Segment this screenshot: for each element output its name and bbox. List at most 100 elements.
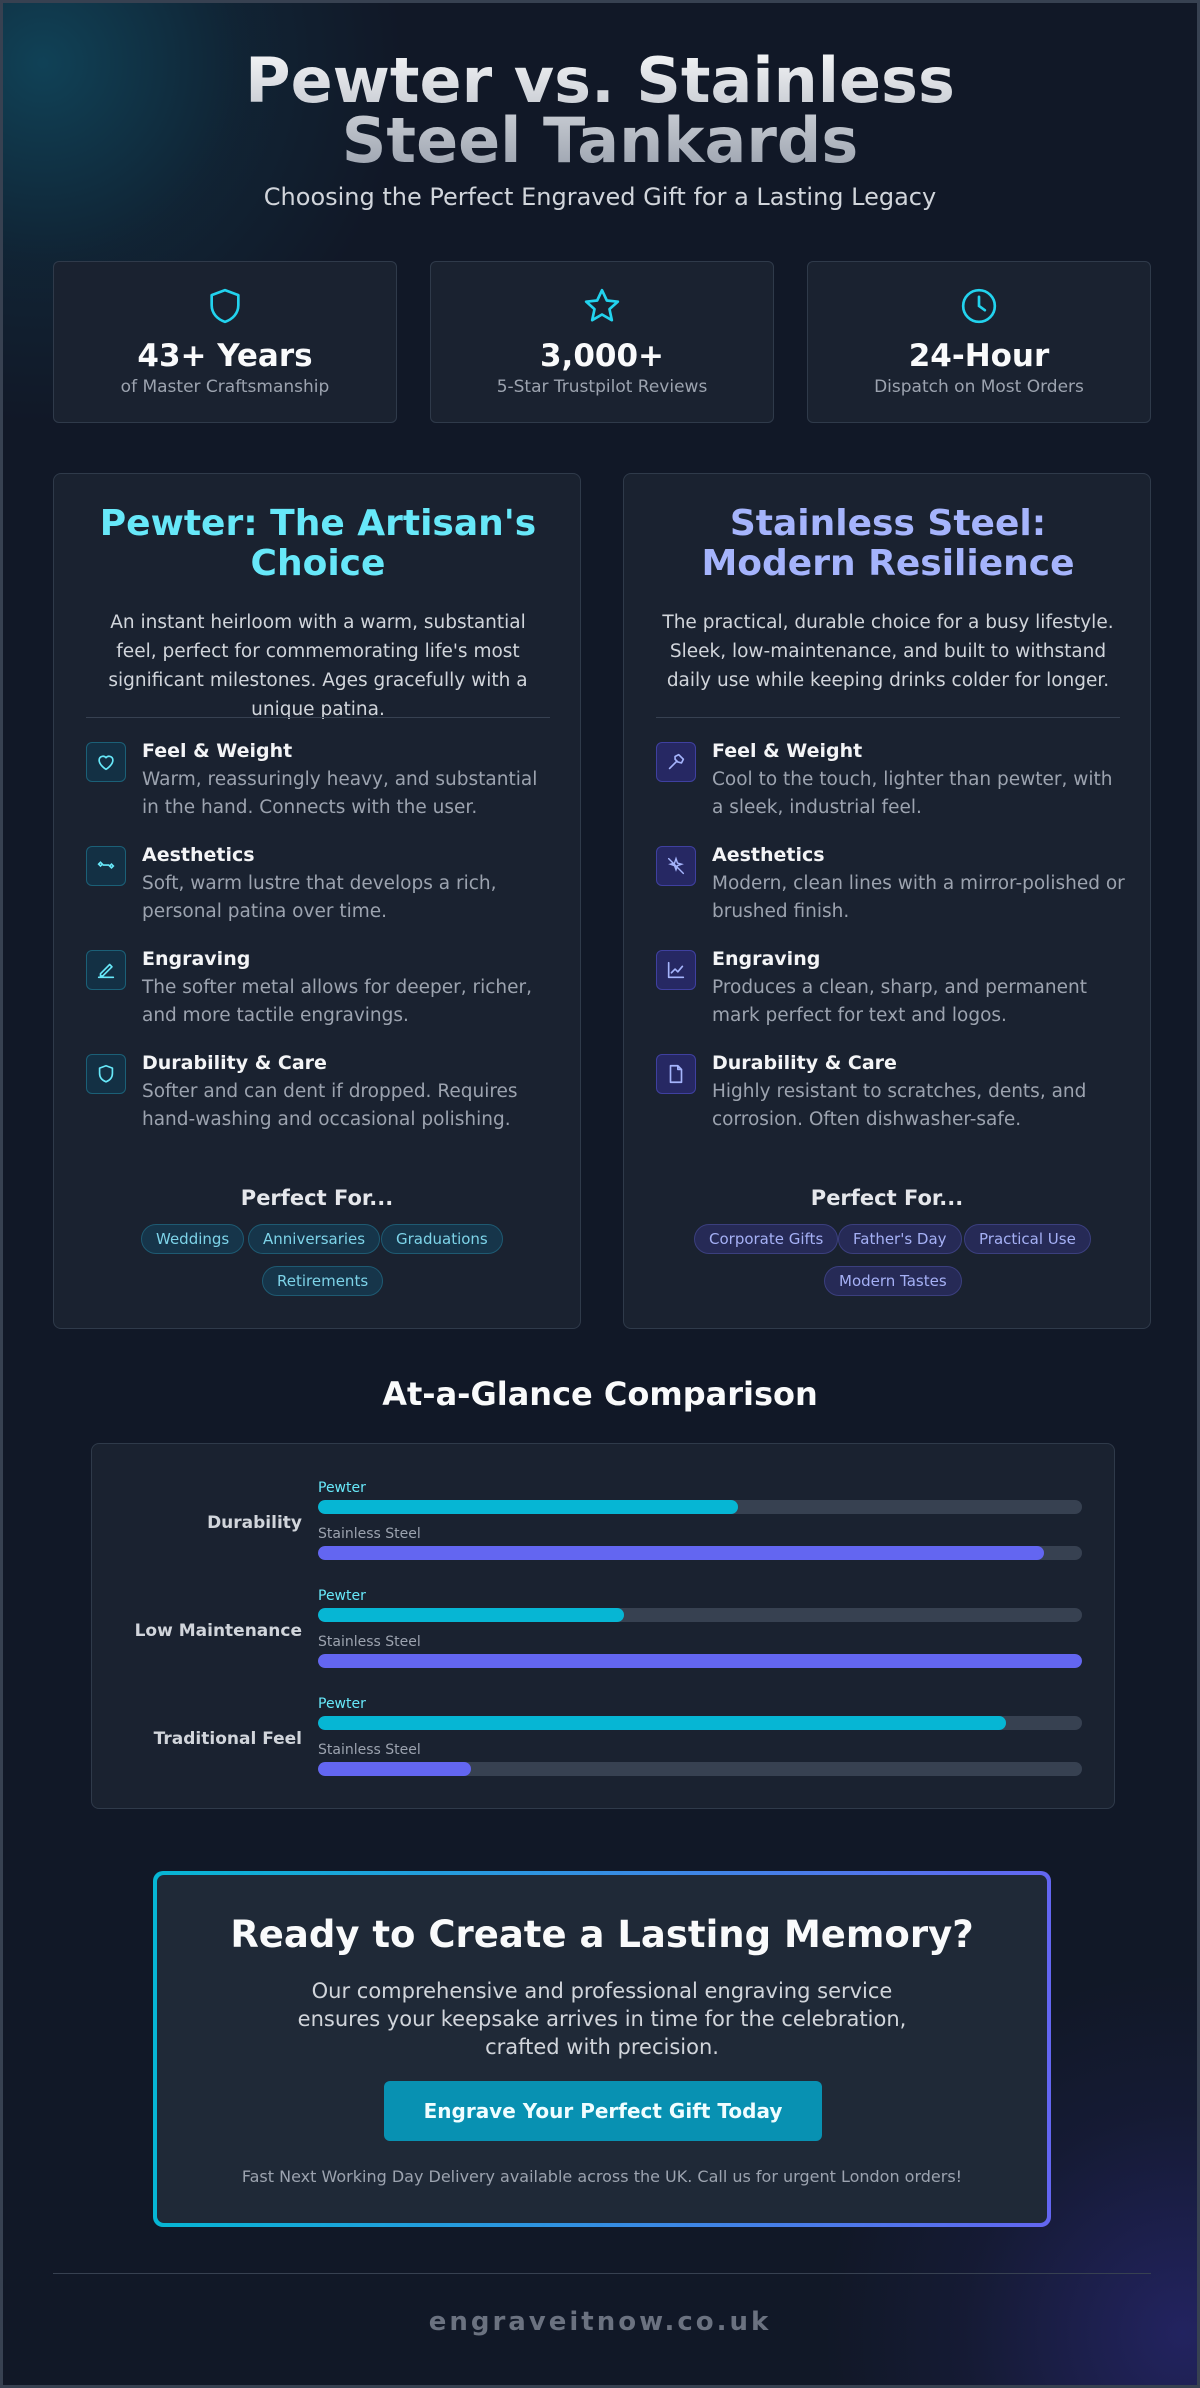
cta-inner: Ready to Create a Lasting Memory? Our co… [157, 1875, 1047, 2223]
steel-bar-label: Stainless Steel [318, 1526, 421, 1542]
crossed-sparkle-icon [656, 846, 696, 886]
stats-row: 43+ Years of Master Craftsmanship 3,000+… [53, 261, 1151, 423]
pewter-title: Pewter: The Artisan's Choice [99, 503, 537, 584]
stat-value: 24-Hour [908, 338, 1050, 374]
feature-title: Aesthetics [142, 844, 255, 866]
cta-box: Ready to Create a Lasting Memory? Our co… [153, 1871, 1051, 2227]
tag-chip: Modern Tastes [824, 1266, 962, 1296]
cta-title: Ready to Create a Lasting Memory? [230, 1913, 974, 1956]
comparison-row: Traditional Feel Pewter Stainless Steel [92, 1696, 1114, 1788]
comparison-row: Low Maintenance Pewter Stainless Steel [92, 1588, 1114, 1680]
feature-desc: Softer and can dent if dropped. Requires… [142, 1081, 518, 1130]
footer-divider [53, 2273, 1151, 2274]
perfect-for-label: Perfect For... [810, 1186, 964, 1210]
divider [656, 717, 1120, 718]
pewter-bar [318, 1608, 1082, 1622]
stat-label: Dispatch on Most Orders [874, 377, 1084, 397]
steel-bar [318, 1762, 1082, 1776]
feature-title: Engraving [142, 948, 251, 970]
comparison-title: At-a-Glance Comparison [382, 1375, 818, 1413]
page-subtitle: Choosing the Perfect Engraved Gift for a… [263, 183, 937, 211]
stat-card-dispatch: 24-Hour Dispatch on Most Orders [807, 261, 1151, 423]
pewter-feature-aesthetics: Aesthetics Soft, warm lustre that develo… [86, 844, 556, 934]
pewter-bar [318, 1500, 1082, 1514]
steel-feature-aesthetics: Aesthetics Modern, clean lines with a mi… [656, 844, 1126, 934]
delivery-note: Fast Next Working Day Delivery available… [241, 2167, 963, 2186]
pewter-feature-durability: Durability & Care Softer and can dent if… [86, 1052, 556, 1142]
pewter-feature-feel: Feel & Weight Warm, reassuringly heavy, … [86, 740, 556, 830]
comparison-row: Durability Pewter Stainless Steel [92, 1480, 1114, 1572]
steel-feature-feel: Feel & Weight Cool to the touch, lighter… [656, 740, 1126, 830]
feature-desc: Produces a clean, sharp, and permanent m… [712, 977, 1087, 1026]
feature-title: Feel & Weight [142, 740, 293, 762]
pewter-bar-label: Pewter [318, 1480, 366, 1496]
steel-bar-fill [318, 1762, 471, 1776]
cta-text: Our comprehensive and professional engra… [297, 1979, 907, 2059]
feature-desc: Highly resistant to scratches, dents, an… [712, 1081, 1087, 1130]
pewter-bar-fill [318, 1608, 624, 1622]
row-label: Low Maintenance [134, 1621, 302, 1641]
footer-domain: engraveitnow.co.uk [428, 2307, 772, 2337]
feature-desc: Cool to the touch, lighter than pewter, … [712, 769, 1113, 818]
pen-icon [86, 950, 126, 990]
clock-icon [961, 288, 997, 324]
pewter-bar-fill [318, 1500, 739, 1514]
tag-chip: Father's Day [838, 1224, 962, 1254]
feature-title: Aesthetics [712, 844, 825, 866]
row-label: Durability [207, 1513, 302, 1533]
tag-chip: Anniversaries [248, 1224, 381, 1254]
steel-intro: The practical, durable choice for a busy… [662, 612, 1114, 691]
stat-card-years: 43+ Years of Master Craftsmanship [53, 261, 397, 423]
feature-title: Engraving [712, 948, 821, 970]
pewter-bar [318, 1716, 1082, 1730]
heart-icon [86, 742, 126, 782]
row-label: Traditional Feel [153, 1729, 302, 1749]
shield-icon [86, 1054, 126, 1094]
feature-title: Feel & Weight [712, 740, 863, 762]
steel-bar-label: Stainless Steel [318, 1634, 421, 1650]
stat-value: 3,000+ [539, 338, 665, 374]
pewter-feature-engraving: Engraving The softer metal allows for de… [86, 948, 556, 1038]
chart-icon [656, 950, 696, 990]
steel-bar-fill [318, 1546, 1044, 1560]
tag-chip: Weddings [141, 1224, 245, 1254]
feature-desc: Modern, clean lines with a mirror-polish… [712, 873, 1125, 922]
steel-bar-label: Stainless Steel [318, 1742, 421, 1758]
pewter-intro: An instant heirloom with a warm, substan… [108, 612, 528, 720]
document-icon [656, 1054, 696, 1094]
perfect-for-label: Perfect For... [240, 1186, 394, 1210]
steel-bar [318, 1546, 1082, 1560]
comparison-panel: Durability Pewter Stainless Steel Low Ma… [91, 1443, 1115, 1809]
shield-icon [210, 288, 240, 324]
feature-desc: The softer metal allows for deeper, rich… [142, 977, 532, 1026]
steel-bar [318, 1654, 1082, 1668]
pewter-bar-fill [318, 1716, 1006, 1730]
steel-card: Stainless Steel: Modern Resilience The p… [623, 473, 1151, 1329]
tag-chip: Retirements [262, 1266, 384, 1296]
steel-feature-engraving: Engraving Produces a clean, sharp, and p… [656, 948, 1126, 1038]
tag-chip: Practical Use [964, 1224, 1091, 1254]
pewter-bar-label: Pewter [318, 1696, 366, 1712]
hammer-icon [656, 742, 696, 782]
stat-label: 5-Star Trustpilot Reviews [496, 377, 708, 397]
tag-chip: Corporate Gifts [694, 1224, 839, 1254]
page-title: Pewter vs. Stainless Steel Tankards [3, 50, 1197, 172]
stat-label: of Master Craftsmanship [120, 377, 330, 397]
pewter-card: Pewter: The Artisan's Choice An instant … [53, 473, 581, 1329]
steel-feature-durability: Durability & Care Highly resistant to sc… [656, 1052, 1126, 1142]
steel-bar-fill [318, 1654, 1082, 1668]
engrave-gift-button[interactable]: Engrave Your Perfect Gift Today [384, 2081, 822, 2141]
divider [86, 717, 550, 718]
tag-chip: Graduations [381, 1224, 503, 1254]
star-icon [584, 288, 620, 322]
stat-value: 43+ Years [137, 338, 313, 374]
feature-desc: Soft, warm lustre that develops a rich, … [142, 873, 497, 922]
steel-title: Stainless Steel: Modern Resilience [701, 503, 1075, 584]
stat-card-reviews: 3,000+ 5-Star Trustpilot Reviews [430, 261, 774, 423]
feature-title: Durability & Care [712, 1052, 897, 1074]
sparkle-icon [86, 846, 126, 886]
feature-title: Durability & Care [142, 1052, 327, 1074]
pewter-bar-label: Pewter [318, 1588, 366, 1604]
feature-desc: Warm, reassuringly heavy, and substantia… [142, 769, 538, 818]
